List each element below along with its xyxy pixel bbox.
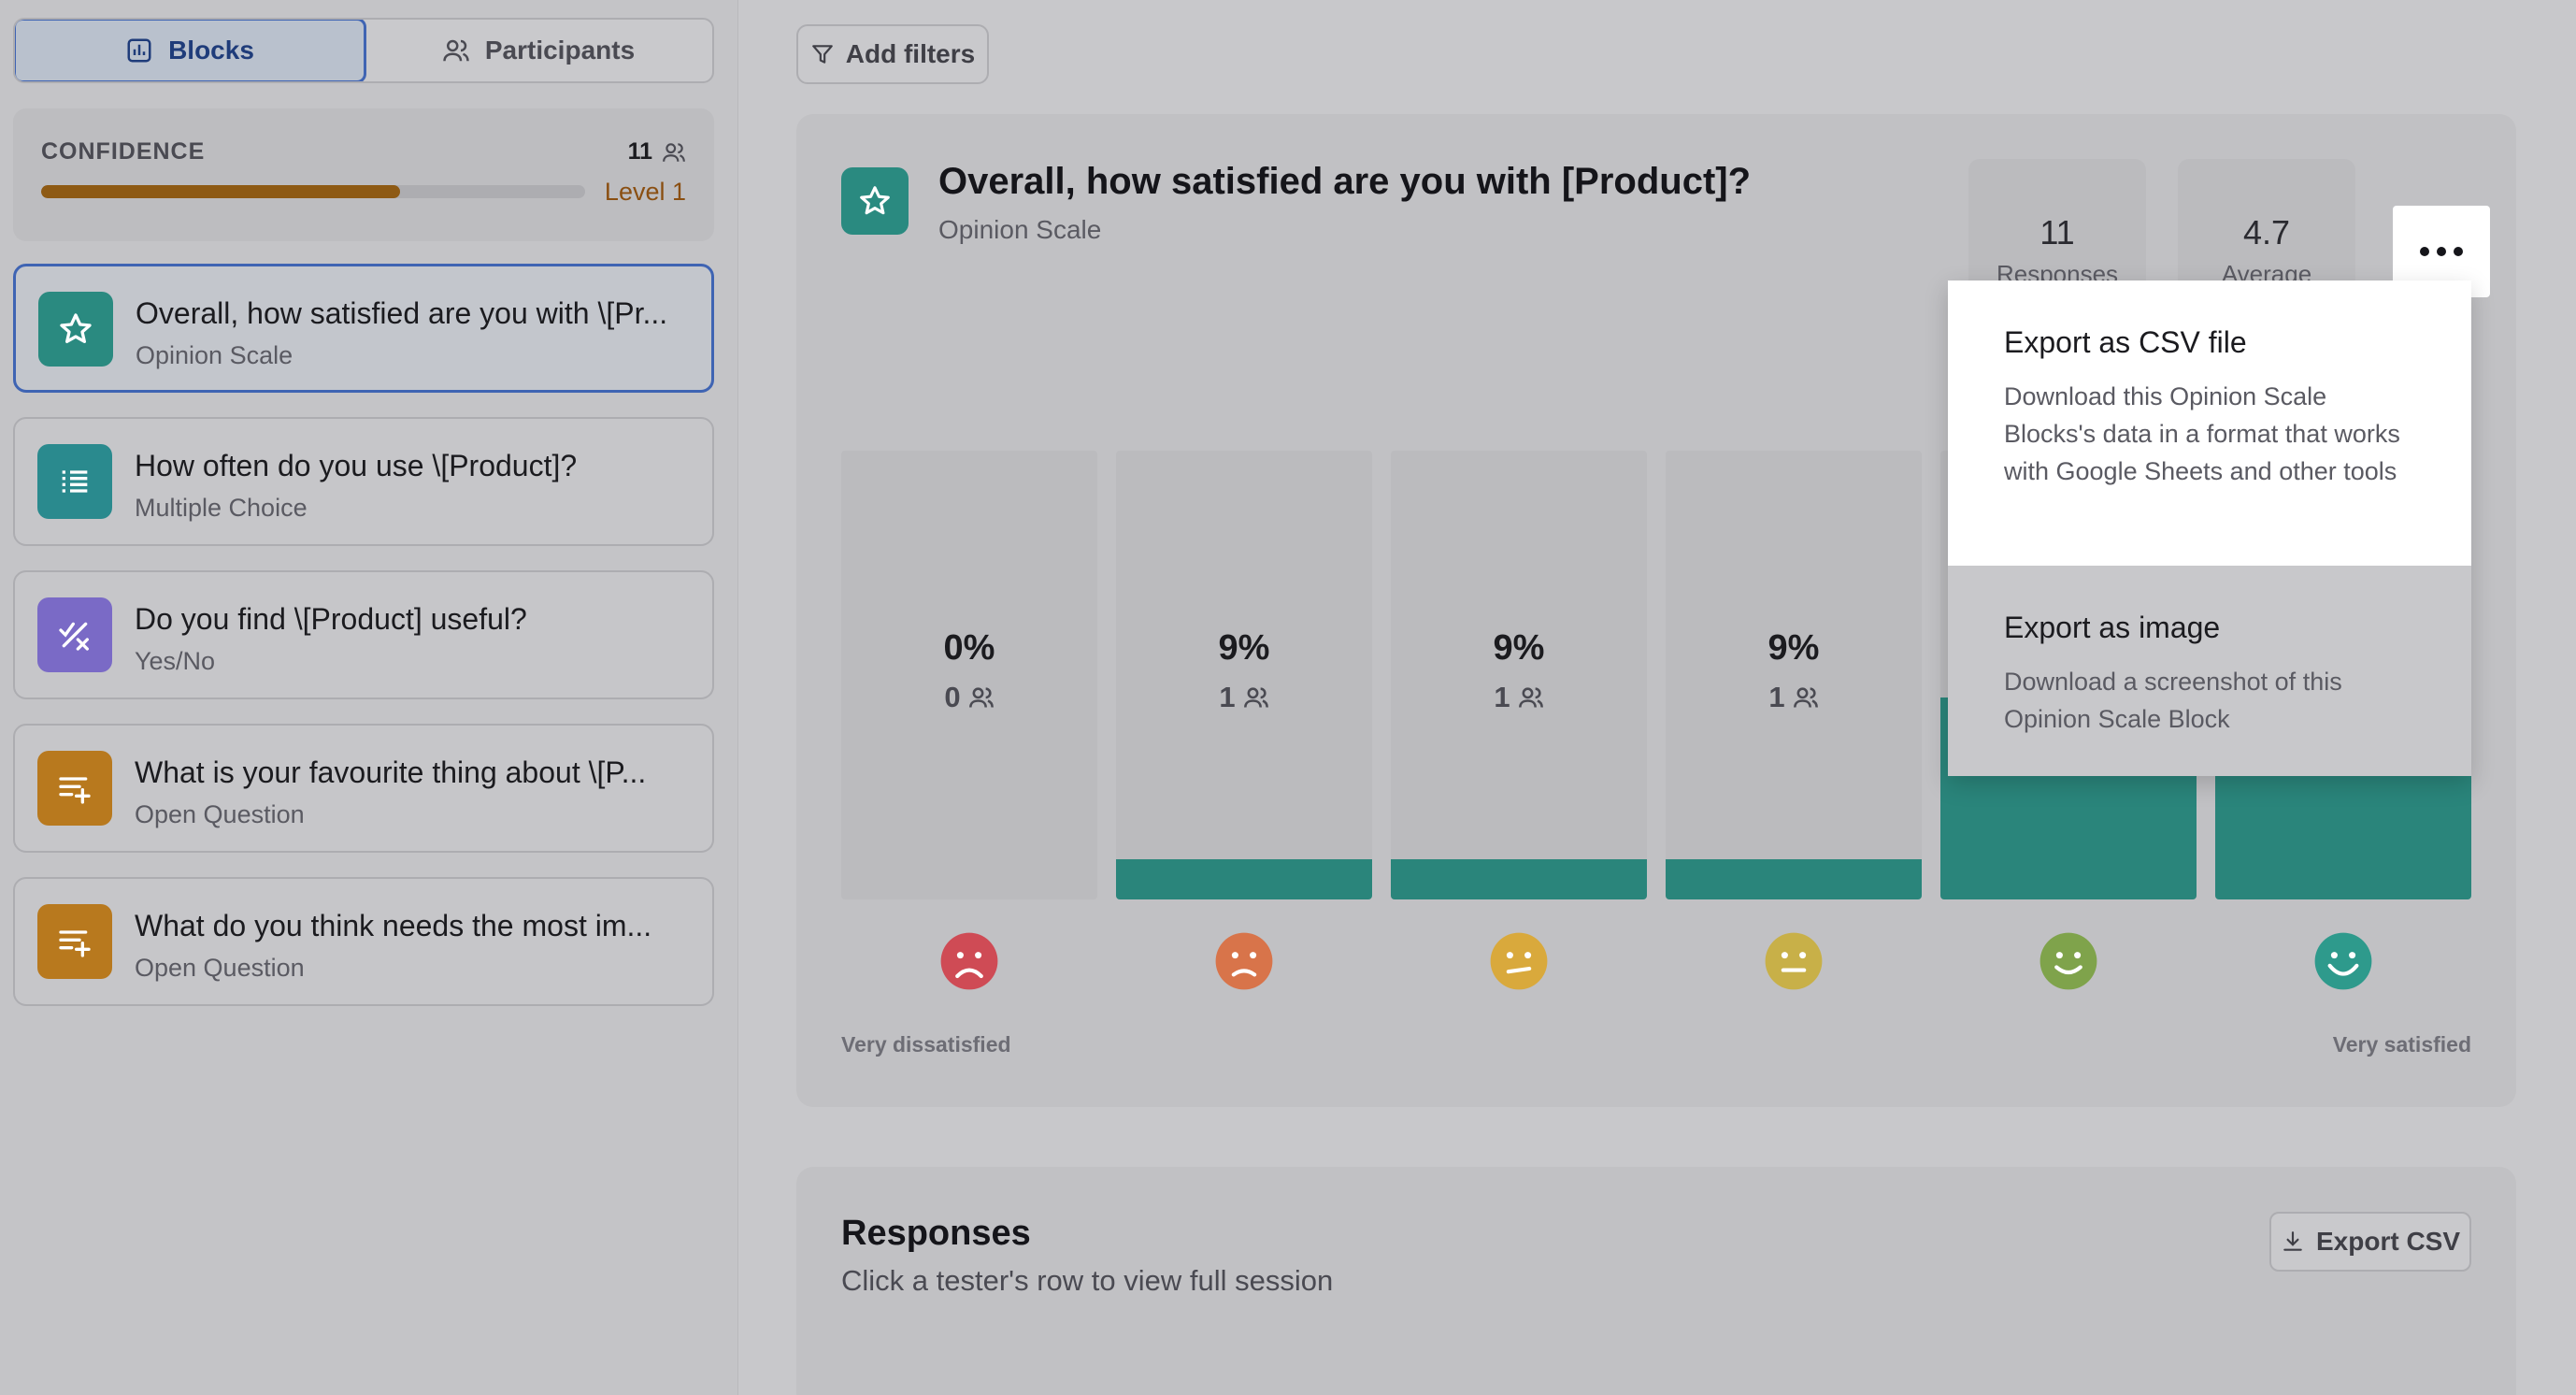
stat-value: 11 <box>2039 213 2075 252</box>
bar-count-value: 1 <box>1768 681 1785 713</box>
bar-column: 9% 1 <box>1391 451 1647 899</box>
yes-no-icon <box>59 622 90 651</box>
tab-participants-label: Participants <box>484 36 636 65</box>
bar-percent-label: 0% <box>943 628 995 668</box>
download-icon <box>2283 1231 2302 1251</box>
sidebar: Blocks Participants CONFIDENCE 11 Level … <box>0 0 738 1395</box>
bar <box>1116 858 1372 899</box>
text-sparkle-icon <box>59 777 91 804</box>
block-type-badge <box>37 904 112 979</box>
block-title: How often do you use \[Product]? <box>135 449 578 482</box>
scale-max-label: Very satisfied <box>2332 1032 2471 1057</box>
block-type-badge <box>37 751 112 826</box>
bar-count-label: 1 <box>1391 681 1647 714</box>
bar-percent-label: 9% <box>1767 628 1820 668</box>
face-icon <box>940 932 998 990</box>
confidence-level: Level 1 <box>604 178 686 206</box>
block-item[interactable]: Do you find \[Product] useful? Yes/No <box>13 570 714 699</box>
responses-section: Responses Click a tester's row to view f… <box>796 1167 2516 1395</box>
tab-participants[interactable]: Participants <box>365 20 712 81</box>
confidence-progress-fill <box>41 185 401 198</box>
bar-count-value: 1 <box>1219 681 1236 713</box>
block-item[interactable]: How often do you use \[Product]? Multipl… <box>13 417 714 546</box>
stat-average: 4.7 Average <box>2178 159 2355 299</box>
export-menu: Export as CSV file Download this Opinion… <box>1948 280 2471 776</box>
block-item[interactable]: What do you think needs the most im... O… <box>13 877 714 1006</box>
block-type: Multiple Choice <box>135 494 308 522</box>
bar-percent-label: 9% <box>1493 628 1545 668</box>
confidence-count: 11 <box>628 138 686 165</box>
block-title: Do you find \[Product] useful? <box>135 602 527 636</box>
block-type: Opinion Scale <box>136 341 293 369</box>
menu-item-description: Download this Opinion Scale Blocks's dat… <box>2004 382 2400 485</box>
responses-subtitle: Click a tester's row to view full sessio… <box>841 1264 1334 1297</box>
menu-item-title: Export as image <box>2004 611 2221 644</box>
users-icon <box>443 39 469 62</box>
tab-blocks[interactable]: Blocks <box>15 20 366 81</box>
block-title: Overall, how satisfied are you with \[Pr… <box>136 296 668 330</box>
bar-count-value: 1 <box>1494 681 1510 713</box>
bar-percent-label: 9% <box>1218 628 1270 668</box>
confidence-progress <box>41 185 585 198</box>
bar <box>1666 858 1922 899</box>
confidence-count-value: 11 <box>627 138 652 165</box>
block-type-badge <box>37 444 112 519</box>
block-type: Open Question <box>135 954 305 982</box>
list-icon <box>62 470 88 493</box>
menu-item-export-csv[interactable]: Export as CSV file Download this Opinion… <box>1948 280 2471 566</box>
users-icon <box>663 142 685 162</box>
users-icon <box>1793 687 1818 708</box>
star-icon <box>60 313 92 343</box>
face-icon <box>1765 932 1823 990</box>
users-icon <box>1518 687 1543 708</box>
bar <box>1391 858 1647 899</box>
bar-count-value: 0 <box>944 681 961 713</box>
menu-item-description: Download a screenshot of this Opinion Sc… <box>2004 668 2342 733</box>
confidence-label: CONFIDENCE <box>41 138 206 165</box>
block-title: What is your favourite thing about \[P..… <box>135 755 647 789</box>
bar-column: 0% 0 <box>841 451 1097 899</box>
block-type-badge <box>37 597 112 672</box>
block-type: Open Question <box>135 800 305 828</box>
add-filters-label: Add filters <box>845 39 976 68</box>
users-icon <box>968 687 994 708</box>
block-type-badge <box>38 292 113 367</box>
question-type-badge <box>841 167 909 235</box>
menu-item-export-image[interactable]: Export as image Download a screenshot of… <box>1948 566 2471 776</box>
bar-chart-icon <box>127 38 151 63</box>
stat-value: 4.7 <box>2242 213 2291 252</box>
filter-icon <box>811 45 833 64</box>
question-type: Opinion Scale <box>938 215 1102 244</box>
star-icon <box>860 186 890 215</box>
view-toggle: Blocks Participants <box>13 18 714 83</box>
face-icon <box>1490 932 1548 990</box>
bar-column: 9% 1 <box>1666 451 1922 899</box>
face-icon <box>1215 932 1273 990</box>
more-horizontal-icon <box>2420 247 2463 256</box>
responses-title: Responses <box>841 1214 1031 1253</box>
export-csv-button[interactable]: Export CSV <box>2269 1212 2471 1272</box>
bar-count-label: 0 <box>841 681 1097 714</box>
block-item[interactable]: What is your favourite thing about \[P..… <box>13 724 714 853</box>
face-icon <box>2314 932 2372 990</box>
export-csv-label: Export CSV <box>2315 1227 2461 1256</box>
text-sparkle-icon <box>59 930 91 957</box>
tab-blocks-label: Blocks <box>168 36 254 65</box>
menu-item-title: Export as CSV file <box>2004 325 2247 359</box>
block-item[interactable]: Overall, how satisfied are you with \[Pr… <box>13 264 714 393</box>
block-type: Yes/No <box>135 647 216 675</box>
bar-count-label: 1 <box>1666 681 1922 714</box>
scale-min-label: Very dissatisfied <box>841 1032 1011 1057</box>
bar-column: 9% 1 <box>1116 451 1372 899</box>
add-filters-button[interactable]: Add filters <box>796 24 989 84</box>
stat-responses: 11 Responses <box>1968 159 2146 299</box>
face-icon <box>2039 932 2097 990</box>
confidence-panel: CONFIDENCE 11 Level 1 <box>13 108 714 241</box>
question-title: Overall, how satisfied are you with [Pro… <box>938 161 1752 202</box>
bar-count-label: 1 <box>1116 681 1372 714</box>
block-title: What do you think needs the most im... <box>135 909 652 942</box>
users-icon <box>1243 687 1268 708</box>
